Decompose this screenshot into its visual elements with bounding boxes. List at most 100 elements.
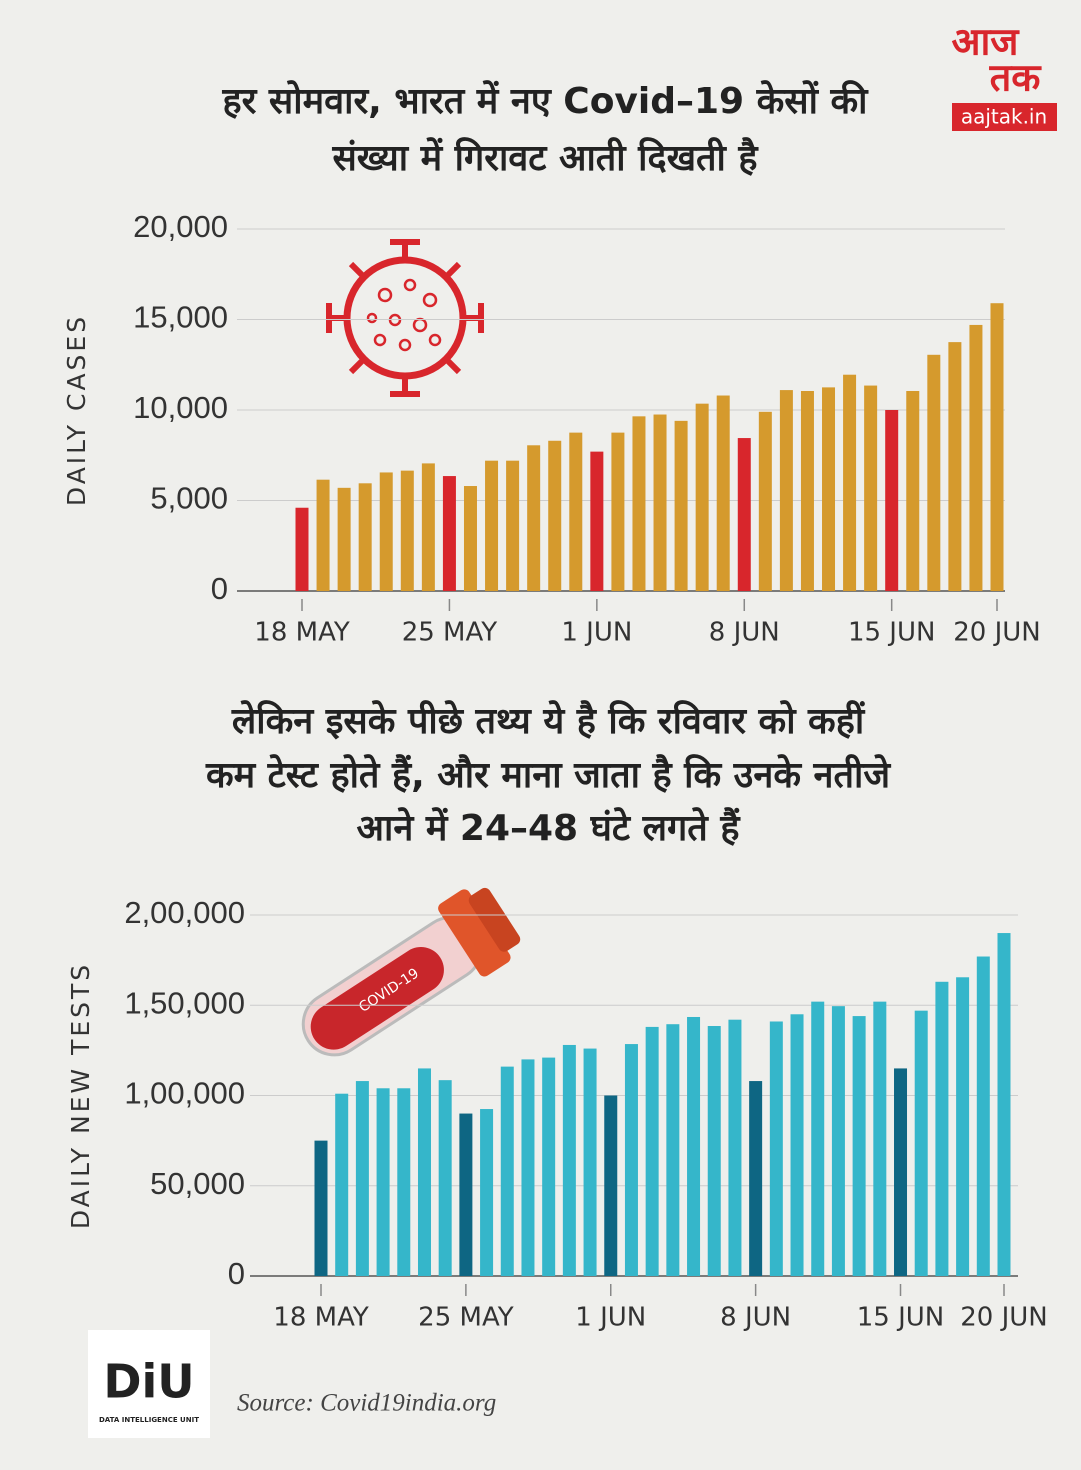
- y-tick-label: 1,00,000: [124, 1076, 245, 1111]
- logo-site: aajtak.in: [961, 105, 1047, 129]
- bar: [379, 472, 393, 591]
- bar: [990, 303, 1004, 591]
- chart-title: लेकिन इसके पीछे तथ्य ये है कि रविवार को …: [231, 700, 866, 742]
- x-tick-label: 8 JUN: [709, 618, 780, 648]
- bar: [906, 390, 920, 591]
- y-tick-label: 0: [228, 1256, 245, 1291]
- y-tick-label: 10,000: [133, 390, 228, 425]
- bar: [604, 1095, 618, 1276]
- bar: [459, 1113, 473, 1276]
- bar: [562, 1044, 576, 1276]
- bar: [500, 1066, 514, 1276]
- bar: [548, 440, 562, 591]
- bar: [885, 410, 899, 591]
- bar: [790, 1014, 804, 1276]
- bar: [779, 390, 793, 591]
- y-axis-label: DAILY CASES: [62, 314, 91, 506]
- y-tick-label: 1,50,000: [124, 985, 245, 1020]
- x-tick-label: 25 MAY: [402, 618, 498, 648]
- bar: [864, 385, 878, 591]
- bar: [632, 416, 646, 591]
- bar: [758, 411, 772, 591]
- y-tick-label: 0: [211, 571, 228, 606]
- y-tick-label: 50,000: [150, 1166, 245, 1201]
- bar: [611, 432, 625, 591]
- y-tick-label: 20,000: [133, 209, 228, 244]
- bar: [583, 1048, 597, 1276]
- bar: [843, 374, 857, 591]
- x-tick-label: 18 MAY: [254, 618, 350, 648]
- bar: [527, 445, 541, 591]
- y-tick-label: 15,000: [133, 300, 228, 335]
- bar: [376, 1088, 390, 1276]
- bar: [653, 414, 667, 591]
- bar: [935, 981, 949, 1276]
- bar: [822, 387, 836, 591]
- diu-text: DiU: [103, 1355, 194, 1409]
- bar: [314, 1140, 328, 1276]
- diu-logo: DiU DATA INTELLIGENCE UNIT: [88, 1330, 210, 1438]
- bar: [737, 438, 751, 591]
- x-tick-label: 20 JUN: [960, 1303, 1048, 1333]
- bar: [852, 1016, 866, 1276]
- x-tick-label: 18 MAY: [273, 1303, 369, 1333]
- bar: [976, 956, 990, 1276]
- bar: [417, 1068, 431, 1276]
- bar: [749, 1081, 763, 1276]
- logo-bottom: तक: [989, 56, 1043, 100]
- bar: [485, 460, 499, 591]
- bar: [831, 1006, 845, 1276]
- bar: [894, 1068, 908, 1276]
- bar: [927, 354, 941, 591]
- bar: [337, 487, 351, 591]
- bar: [997, 933, 1011, 1276]
- bar: [542, 1057, 556, 1276]
- bar: [506, 460, 520, 591]
- x-tick-label: 25 MAY: [418, 1303, 514, 1333]
- x-tick-label: 8 JUN: [720, 1303, 791, 1333]
- x-tick-label: 1 JUN: [575, 1303, 646, 1333]
- bar: [956, 977, 970, 1276]
- bar: [873, 1001, 887, 1276]
- logo-box: [88, 1330, 210, 1438]
- bar: [480, 1109, 494, 1276]
- bar: [355, 1081, 369, 1276]
- bar: [463, 486, 477, 591]
- x-tick-label: 1 JUN: [561, 618, 632, 648]
- bar: [948, 342, 962, 591]
- bar: [695, 403, 709, 591]
- source: Source: Covid19india.org: [237, 1390, 496, 1417]
- bar: [645, 1026, 659, 1276]
- bar: [569, 432, 583, 591]
- bar: [400, 470, 414, 591]
- bar: [914, 1010, 928, 1276]
- bar: [521, 1059, 535, 1276]
- bar: [335, 1093, 349, 1276]
- bar: [728, 1019, 742, 1276]
- chart-title: कम टेस्ट होते हैं, और माना जाता है कि उन…: [205, 754, 891, 796]
- bar: [687, 1016, 701, 1276]
- x-tick-label: 15 JUN: [848, 618, 936, 648]
- bar: [716, 395, 730, 591]
- bar: [358, 483, 372, 591]
- bar: [316, 479, 330, 591]
- bar: [590, 451, 604, 591]
- aajtak-logo: आज तक aajtak.in: [951, 20, 1057, 131]
- virus-icon: [326, 239, 484, 397]
- chart-title: संख्या में गिरावट आती दिखती है: [331, 137, 759, 179]
- bar: [624, 1044, 638, 1276]
- bar: [438, 1080, 452, 1276]
- bar: [442, 476, 456, 591]
- y-axis-label: DAILY NEW TESTS: [66, 962, 95, 1229]
- bar: [800, 390, 814, 591]
- diu-sub: DATA INTELLIGENCE UNIT: [99, 1416, 199, 1424]
- chart-title: हर सोमवार, भारत में नए Covid–19 केसों की: [222, 80, 870, 122]
- logo-band: [952, 103, 1057, 131]
- bar: [666, 1024, 680, 1276]
- bar: [969, 324, 983, 591]
- bar: [811, 1001, 825, 1276]
- bar: [707, 1026, 721, 1276]
- y-tick-label: 5,000: [150, 481, 228, 516]
- bar: [769, 1021, 783, 1276]
